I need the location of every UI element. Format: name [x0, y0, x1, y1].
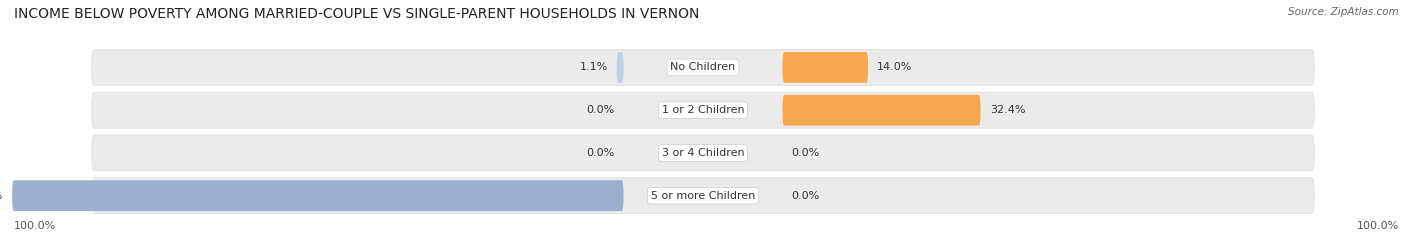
Text: Source: ZipAtlas.com: Source: ZipAtlas.com	[1288, 7, 1399, 17]
Text: 5 or more Children: 5 or more Children	[651, 191, 755, 201]
Text: 100.0%: 100.0%	[0, 191, 3, 201]
FancyBboxPatch shape	[617, 52, 623, 83]
Text: 3 or 4 Children: 3 or 4 Children	[662, 148, 744, 158]
Text: INCOME BELOW POVERTY AMONG MARRIED-COUPLE VS SINGLE-PARENT HOUSEHOLDS IN VERNON: INCOME BELOW POVERTY AMONG MARRIED-COUPL…	[14, 7, 699, 21]
Text: 0.0%: 0.0%	[792, 191, 820, 201]
FancyBboxPatch shape	[91, 92, 1315, 128]
Text: 100.0%: 100.0%	[14, 221, 56, 231]
Text: No Children: No Children	[671, 62, 735, 72]
Text: 1 or 2 Children: 1 or 2 Children	[662, 105, 744, 115]
FancyBboxPatch shape	[91, 135, 1315, 171]
Text: 0.0%: 0.0%	[586, 105, 614, 115]
Text: 0.0%: 0.0%	[586, 148, 614, 158]
FancyBboxPatch shape	[91, 178, 1315, 214]
FancyBboxPatch shape	[783, 95, 980, 126]
Text: 14.0%: 14.0%	[877, 62, 912, 72]
Text: 100.0%: 100.0%	[1357, 221, 1399, 231]
FancyBboxPatch shape	[13, 180, 623, 211]
Text: 32.4%: 32.4%	[990, 105, 1025, 115]
FancyBboxPatch shape	[783, 52, 868, 83]
Text: 0.0%: 0.0%	[792, 148, 820, 158]
Text: 1.1%: 1.1%	[579, 62, 607, 72]
FancyBboxPatch shape	[91, 49, 1315, 85]
